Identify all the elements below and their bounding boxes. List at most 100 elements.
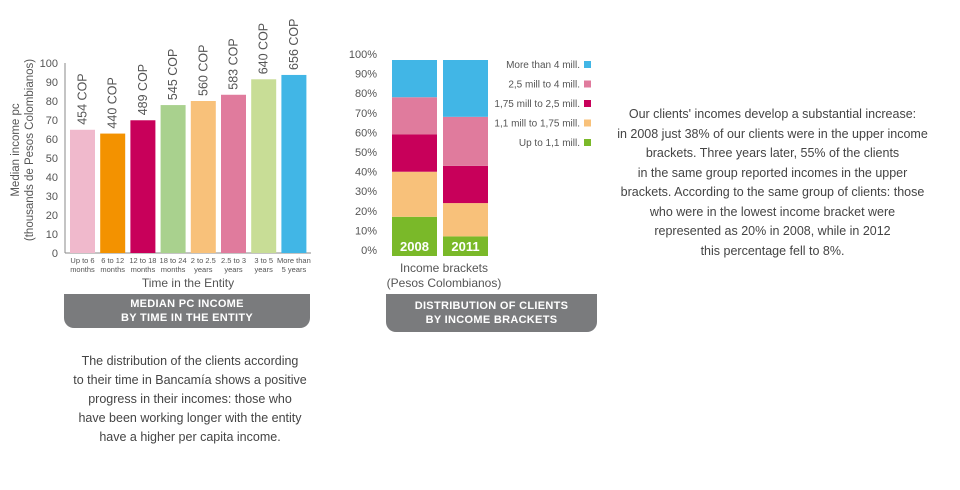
y-tick-label: 10 [46,229,58,241]
x-tick-label: months [70,265,95,274]
y-tick-label: 0% [361,245,377,257]
description-line: represented as 20% in 2008, while in 201… [654,224,891,238]
legend-label: 1,75 mill to 2,5 mill. [494,99,580,110]
bar-value-label: 454 COP [76,73,90,124]
income-brackets-chart: 0% 10% 20% 30% 40% 50% 60% 70% 80% 90% 100% 2008 201… [349,49,591,290]
legend-swatch [584,119,591,127]
y-tick-label: 80% [355,88,377,100]
legend-swatch [584,61,591,68]
y-tick-label: 20% [355,206,377,218]
y-tick-label: 100% [349,49,377,61]
description-line: in 2008 just 38% of our clients were in … [617,126,928,141]
y-tick-label: 90 [46,77,58,89]
description-line: to their time in Bancamía shows a positi… [73,373,307,387]
stacked-segment [443,203,488,237]
legend-swatch [584,100,591,107]
stacked-segment [392,60,437,98]
y-tick-label: 30 [46,191,58,203]
description-line: Our clients' incomes develop a substanti… [628,107,917,121]
y-tick-label: 40 [46,172,58,184]
description-line: brackets. Three years later, 55% of the … [645,146,900,160]
stacked-segment [443,165,488,204]
median-income-caption-line1: MEDIAN PC INCOME [130,298,244,310]
x-tick-label: months [131,265,156,274]
legend-label: More than 4 mill. [506,60,580,71]
x-tick-label: More than [277,256,311,265]
y-tick-label: 80 [46,96,58,108]
stacked-segment [443,116,488,166]
legend-label: 1,1 mill to 1,75 mill. [494,119,580,130]
bar [130,120,156,254]
x-tick-label: 12 to 18 [129,256,156,265]
x-tick-label: months [100,265,125,274]
median-income-chart: 0 10 20 30 40 50 60 70 80 90 100 Median income pc (t… [10,19,311,290]
legend-label: 2,5 mill to 4 mill. [508,80,580,91]
description-line: this percentage fell to 8%. [700,243,845,258]
y-tick-label: 70% [355,108,377,120]
stacked-segment [392,171,437,217]
x-tick-label: 18 to 24 [160,256,187,265]
x-axis-label: Time in the Entity [142,276,234,290]
bar [221,94,246,253]
y-axis-label: (thousands de Pesos Colombianos) [24,59,36,241]
stacked-segment [443,236,488,256]
legend-swatch [584,139,591,146]
stacked-segment [392,216,437,256]
stacked-segment [392,97,437,135]
income-increase-description: Our clients' incomes develop a substanti… [595,105,950,261]
stacked-segment [443,60,488,117]
y-tick-label: 100 [40,58,58,70]
bar [70,129,95,253]
y-tick-label: 20 [46,210,58,222]
bar-value-label: 583 COP [227,38,241,89]
bar-value-label: 440 COP [106,77,120,128]
x-axis-label: (Pesos Colombianos) [387,276,502,290]
description-line: in the same group reported incomes in th… [637,165,908,180]
category-label: 2011 [451,239,479,254]
x-tick-label: years [224,265,243,274]
y-axis-label: Median income pc [10,103,22,197]
bar-value-label: 489 COP [136,64,150,115]
legend-swatch [584,80,591,88]
x-tick-label: 2 to 2.5 [191,256,216,265]
description-line: progress in their incomes: those who [88,392,292,406]
stacked-segment [392,134,437,172]
income-brackets-caption: DISTRIBUTION OF CLIENTS BY INCOME BRACKE… [386,294,597,332]
category-label: 2008 [400,239,429,254]
bar-value-label: 656 COP [287,19,301,70]
y-tick-label: 50% [355,147,377,159]
description-line: who were in the lowest income bracket we… [649,204,896,219]
y-tick-label: 90% [355,69,377,81]
y-tick-label: 30% [355,186,377,198]
income-brackets-caption-line2: BY INCOME BRACKETS [425,314,558,326]
y-tick-label: 70 [46,115,58,127]
bar-value-label: 545 COP [166,49,180,100]
income-brackets-caption-line1: DISTRIBUTION OF CLIENTS [414,300,569,312]
y-tick-label: 0 [52,248,58,260]
bar [190,101,216,253]
x-tick-label: 2.5 to 3 [221,256,246,265]
bar [100,133,126,253]
time-in-entity-description: The distribution of the clients accordin… [40,352,340,447]
bar-value-label: 560 COP [196,45,210,96]
description-line: have been working longer with the entity [78,411,302,425]
bar [281,74,307,253]
x-tick-label: years [194,265,213,274]
median-income-caption: MEDIAN PC INCOME BY TIME IN THE ENTITY [64,294,310,328]
x-tick-label: years [255,265,274,274]
description-line: The distribution of the clients accordin… [81,354,299,368]
bar [160,105,186,253]
description-line: brackets. According to the same group of… [620,185,925,199]
x-tick-label: Up to 6 [70,256,94,265]
x-tick-label: 6 to 12 [101,256,124,265]
description-line: have a higher per capita income. [99,430,281,444]
y-tick-label: 50 [46,153,58,165]
x-tick-label: months [161,265,186,274]
median-income-caption-line2: BY TIME IN THE ENTITY [121,312,253,324]
bar-value-label: 640 COP [257,23,271,74]
y-tick-label: 60 [46,134,58,146]
y-tick-label: 60% [355,127,377,139]
y-tick-label: 40% [355,167,377,179]
y-tick-label: 10% [355,225,377,237]
x-axis-label: Income brackets [400,261,488,275]
